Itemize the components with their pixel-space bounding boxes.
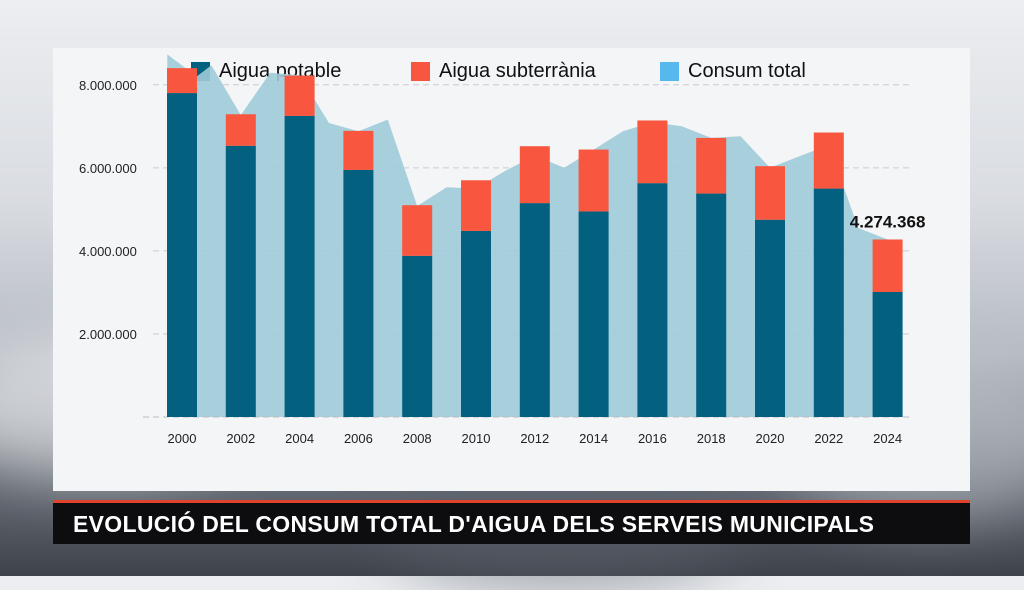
bar-aigua-subterrania-2024 [872,239,903,292]
bar-aigua-subterrania-2022 [813,132,844,189]
y-tick-label: 4.000.000 [79,244,137,259]
y-tick-label: 2.000.000 [79,327,137,342]
bar-aigua-potable-2018 [696,193,727,417]
bar-aigua-subterrania-2010 [461,180,491,231]
bar-aigua-subterrania-2002 [225,114,256,146]
x-tick-label: 2002 [226,431,255,446]
bar-aigua-subterrania-2016 [637,120,668,184]
bar-aigua-subterrania-2006 [343,130,374,170]
bar-aigua-potable-2000 [167,93,197,417]
bar-aigua-potable-2004 [284,115,315,417]
bar-aigua-potable-2010 [461,230,491,417]
x-tick-label: 2000 [168,431,197,446]
x-tick-label: 2010 [462,431,491,446]
bar-aigua-subterrania-2020 [755,166,785,220]
x-tick-label: 2024 [873,431,902,446]
data-label-2024: 4.274.368 [850,212,926,231]
bar-aigua-potable-2012 [519,203,550,417]
bar-aigua-potable-2006 [343,169,374,417]
x-tick-label: 2008 [403,431,432,446]
caption-bar: EVOLUCIÓ DEL CONSUM TOTAL D'AIGUA DELS S… [53,500,970,544]
y-tick-label: 6.000.000 [79,161,137,176]
x-tick-label: 2016 [638,431,667,446]
x-tick-label: 2014 [579,431,608,446]
chart-caption: EVOLUCIÓ DEL CONSUM TOTAL D'AIGUA DELS S… [73,511,875,537]
chart-card: Aigua potable Aigua subterrània Consum t… [53,48,970,491]
y-tick-label: 8.000.000 [79,78,137,93]
bar-aigua-subterrania-2000 [167,68,197,94]
x-tick-label: 2022 [814,431,843,446]
legend-label-consum-total: Consum total [688,60,806,82]
legend-label-aigua-subterrania: Aigua subterrània [439,60,596,82]
bar-aigua-subterrania-2018 [696,137,727,194]
bar-aigua-subterrania-2004 [284,75,315,116]
legend-item-consum-total: Consum total [660,60,806,83]
bar-aigua-potable-2002 [225,145,256,418]
legend-swatch-consum-total [660,62,679,81]
x-tick-label: 2020 [756,431,785,446]
bar-aigua-potable-2022 [813,188,844,417]
legend-swatch-aigua-subterrania [411,62,430,81]
bar-aigua-subterrania-2008 [402,205,433,256]
bar-aigua-potable-2008 [402,255,433,417]
stacked-bar-chart: 2.000.000 4.000.000 6.000.000 8.000.000 2000… [79,54,926,446]
x-tick-label: 2006 [344,431,373,446]
bar-aigua-potable-2020 [755,219,785,417]
x-tick-label: 2012 [520,431,549,446]
bar-aigua-potable-2016 [637,183,668,417]
bar-aigua-potable-2024 [872,291,903,417]
x-tick-label: 2004 [285,431,314,446]
x-tick-label: 2018 [697,431,726,446]
bar-aigua-potable-2014 [578,211,609,417]
legend-item-aigua-subterrania: Aigua subterrània [411,60,596,83]
bar-aigua-subterrania-2014 [578,149,609,212]
bar-aigua-subterrania-2012 [519,146,550,204]
